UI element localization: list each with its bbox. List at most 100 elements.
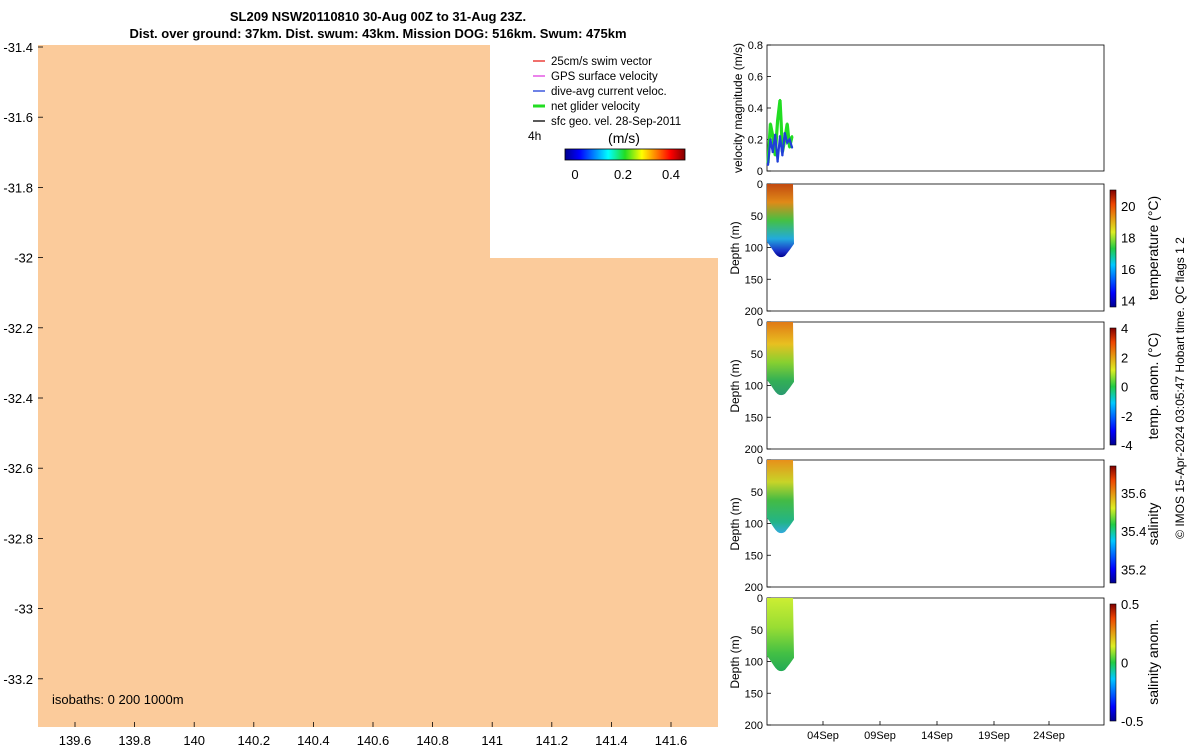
time-tick-label: 24Sep: [1033, 730, 1065, 742]
latitude-axis: -31.4 -31.6 -31.8 -32 -32.2 -32.4 -32.6 -32.8 -3…: [3, 40, 43, 687]
velocity-point: [790, 135, 794, 138]
depth-axis-label: Depth (m): [728, 635, 742, 688]
lon-tick-label: 139.8: [118, 733, 151, 748]
lat-tick-label: -32: [14, 251, 33, 266]
section-frame: [766, 597, 1105, 726]
section-panel: 0 50 100 150 200 Depth (m) -0.5 0 0.5 salinity an…: [728, 593, 1161, 742]
lat-tick-label: -31.8: [3, 180, 33, 195]
depth-axis-label: Depth (m): [728, 497, 742, 550]
depth-tick-label: 150: [745, 550, 763, 562]
legend-label: GPS surface velocity: [551, 71, 658, 83]
colorbar-label: temp. anom. (°C): [1145, 333, 1161, 440]
section-panel: 0 50 100 150 200 Depth (m) 14 16 18 20 temperature…: [728, 179, 1161, 318]
section-colorbar: [1109, 603, 1117, 722]
legend-label: sfc geo. vel. 28-Sep-2011: [551, 116, 681, 128]
time-tick-label: 14Sep: [921, 730, 953, 742]
depth-tick-label: 200: [745, 444, 763, 456]
depth-tick-label: 0: [757, 179, 763, 191]
velocity-colorbar-tick: 0: [571, 167, 578, 182]
velocity-point: [788, 146, 791, 149]
colorbar-tick-label: 35.6: [1121, 486, 1146, 501]
velocity-point: [774, 154, 777, 157]
velocity-colorbar-tick: 0.2: [614, 167, 632, 182]
velocity-point: [774, 133, 777, 136]
depth-tick-label: 50: [751, 625, 763, 637]
velocity-ytick-label: 0.2: [748, 135, 763, 147]
legend-box: [525, 53, 710, 136]
colorbar-tick-label: 14: [1121, 294, 1135, 309]
section-colorbar: [1109, 189, 1117, 308]
longitude-axis: 139.6 139.8 140 140.2 140.4 140.6 140.8 141 141.…: [59, 722, 688, 748]
lon-tick-label: 140: [183, 733, 205, 748]
velocity-magnitude-panel: 0 0.2 0.4 0.6 0.8 velocity magnitude (m/s): [731, 40, 1105, 178]
colorbar-tick-label: 0: [1121, 656, 1128, 671]
velocity-series-line: [766, 99, 794, 164]
lon-tick-label: 141.4: [595, 733, 628, 748]
lat-tick-label: -31.6: [3, 110, 33, 125]
lon-tick-label: 141.6: [655, 733, 688, 748]
lat-tick-label: -31.4: [3, 40, 33, 55]
lon-tick-label: 140.8: [416, 733, 449, 748]
velocity-ytick-label: 0.8: [748, 40, 763, 52]
velocity-point: [769, 122, 772, 125]
map-panel: -31.4 -31.6 -31.8 -32 -32.2 -32.4 -32.6 -32.8 -3…: [3, 40, 718, 748]
lon-tick-label: 140.2: [238, 733, 271, 748]
section-data-field: [767, 322, 794, 396]
depth-tick-label: 100: [745, 519, 763, 531]
section-panel: 0 50 100 150 200 Depth (m) 35.2 35.4 35.6 salinit…: [728, 455, 1161, 594]
colorbar-label: salinity anom.: [1145, 619, 1161, 705]
velocity-point: [766, 163, 770, 166]
velocity-point: [776, 119, 779, 122]
section-data-field: [767, 460, 794, 534]
colorbar-tick-label: 35.2: [1121, 563, 1146, 578]
section-colorbar: [1109, 465, 1117, 584]
colorbar-tick-label: 16: [1121, 262, 1135, 277]
legend-time-label: 4h: [528, 129, 541, 143]
depth-tick-label: 50: [751, 349, 763, 361]
lon-tick-label: 140.6: [357, 733, 390, 748]
section-colorbar: [1109, 327, 1117, 446]
time-tick-label: 04Sep: [807, 730, 839, 742]
velocity-ytick-label: 0: [757, 166, 763, 178]
velocity-colorbar-ticks: 0 0.2 0.4: [571, 167, 680, 182]
section-frame: [766, 321, 1105, 450]
velocity-point: [769, 138, 772, 141]
colorbar-tick-label: -0.5: [1121, 714, 1143, 729]
lon-tick-label: 141: [481, 733, 503, 748]
map-legend: 25cm/s swim vector GPS surface velocity di…: [525, 53, 710, 182]
velocity-ytick-label: 0.6: [748, 72, 763, 84]
section-panel: 0 50 100 150 200 Depth (m) -4 -2 0 2 4 temp. anom. …: [728, 317, 1161, 456]
depth-tick-label: 100: [745, 381, 763, 393]
lat-tick-label: -33.2: [3, 672, 33, 687]
lat-tick-label: -32.2: [3, 321, 33, 336]
depth-tick-label: 0: [757, 317, 763, 329]
depth-tick-label: 0: [757, 593, 763, 605]
velocity-point: [783, 132, 786, 135]
lon-tick-label: 141.2: [536, 733, 569, 748]
lon-tick-label: 140.4: [297, 733, 330, 748]
velocity-colorbar-title: (m/s): [608, 130, 640, 146]
colorbar-tick-label: 35.4: [1121, 524, 1146, 539]
velocity-ytick-label: 0.4: [748, 103, 763, 115]
depth-tick-label: 200: [745, 306, 763, 318]
velocity-point: [776, 160, 779, 163]
legend-label: net glider velocity: [551, 101, 640, 113]
depth-tick-label: 200: [745, 720, 763, 732]
depth-tick-label: 50: [751, 211, 763, 223]
velocity-point: [788, 138, 791, 141]
time-tick-label: 09Sep: [864, 730, 896, 742]
depth-tick-label: 50: [751, 487, 763, 499]
depth-tick-label: 150: [745, 412, 763, 424]
velocity-point: [771, 135, 774, 138]
colorbar-tick-label: 4: [1121, 321, 1128, 336]
depth-tick-label: 100: [745, 243, 763, 255]
depth-tick-label: 150: [745, 274, 763, 286]
colorbar-tick-label: -2: [1121, 409, 1133, 424]
legend-label: dive-avg current veloc.: [551, 86, 667, 98]
legend-label: 25cm/s swim vector: [551, 56, 652, 68]
figure-title-line-2: Dist. over ground: 37km. Dist. swum: 43k…: [129, 26, 626, 41]
velocity-colorbar-tick: 0.4: [662, 167, 680, 182]
velocity-point: [778, 98, 782, 102]
colorbar-tick-label: 18: [1121, 230, 1135, 245]
